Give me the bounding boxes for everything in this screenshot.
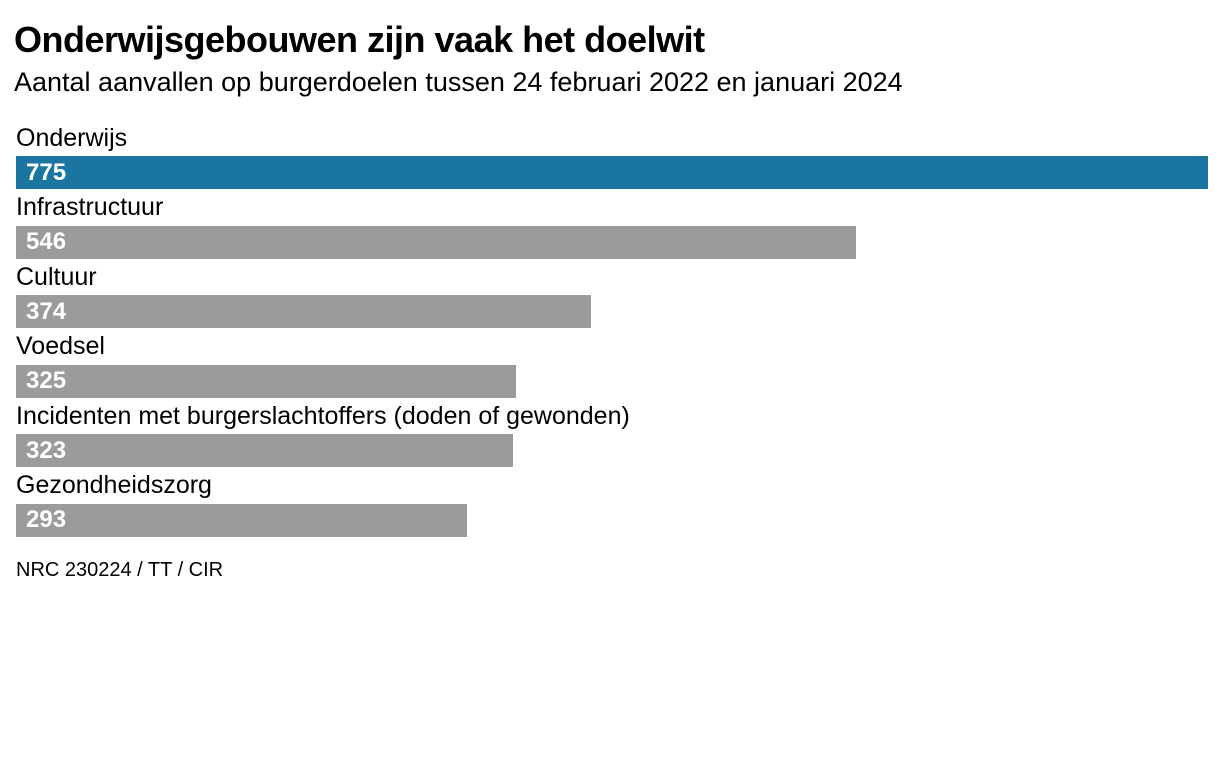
bar-label: Incidenten met burgerslachtoffers (doden… — [16, 400, 1206, 433]
bars-container: Onderwijs 775 Infrastructuur 546 Cultuur 374 V… — [14, 122, 1206, 537]
bar-label: Infrastructuur — [16, 191, 1206, 224]
bar-value: 775 — [26, 159, 66, 187]
bar: 323 — [16, 434, 513, 467]
chart-subtitle: Aantal aanvallen op burgerdoelen tussen … — [14, 66, 1206, 98]
bar-value: 374 — [26, 298, 66, 326]
bar-label: Voedsel — [16, 330, 1206, 363]
bar: 546 — [16, 226, 856, 259]
bar-value: 293 — [26, 506, 66, 534]
bar: 293 — [16, 504, 467, 537]
bar-group: Voedsel 325 — [16, 330, 1206, 398]
bar-label: Cultuur — [16, 261, 1206, 294]
chart-title: Onderwijsgebouwen zijn vaak het doelwit — [14, 20, 1206, 60]
bar-group: Cultuur 374 — [16, 261, 1206, 329]
bar: 325 — [16, 365, 516, 398]
bar-group: Infrastructuur 546 — [16, 191, 1206, 259]
bar-label: Onderwijs — [16, 122, 1206, 155]
bar-highlighted: 775 — [16, 156, 1208, 189]
bar-group: Incidenten met burgerslachtoffers (doden… — [16, 400, 1206, 468]
bar-value: 546 — [26, 228, 66, 256]
bar-label: Gezondheidszorg — [16, 469, 1206, 502]
bar-group: Onderwijs 775 — [16, 122, 1206, 190]
chart-source: NRC 230224 / TT / CIR — [14, 559, 1206, 582]
bar-value: 325 — [26, 367, 66, 395]
bar: 374 — [16, 295, 591, 328]
bar-value: 323 — [26, 437, 66, 465]
bar-group: Gezondheidszorg 293 — [16, 469, 1206, 537]
